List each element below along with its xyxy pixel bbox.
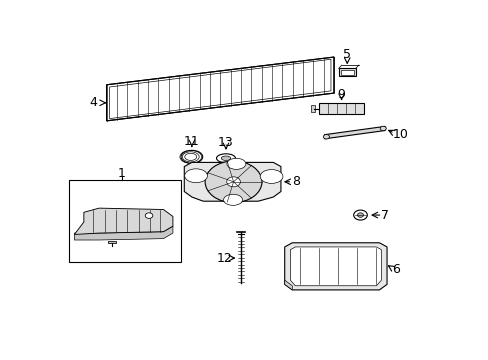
Text: 13: 13 [218,136,233,149]
Text: 8: 8 [291,175,300,188]
Bar [340,69,353,75]
Bar [311,105,314,112]
Text: 6: 6 [392,262,400,276]
Text: 5: 5 [343,48,350,61]
Text: 2: 2 [108,251,116,264]
Circle shape [205,161,262,203]
Ellipse shape [260,170,283,183]
Polygon shape [290,247,381,286]
Ellipse shape [223,194,242,205]
Text: 11: 11 [183,135,199,148]
Bar [68,180,180,262]
Polygon shape [284,243,386,290]
Ellipse shape [181,150,203,163]
Text: 4: 4 [89,96,97,109]
Text: 3: 3 [160,210,166,220]
Bar [338,68,355,76]
Circle shape [145,213,153,219]
Ellipse shape [221,156,230,161]
Polygon shape [184,162,280,201]
Polygon shape [74,208,173,234]
Circle shape [226,177,240,187]
Polygon shape [324,126,385,139]
Bar [318,103,364,114]
Text: 12: 12 [216,252,231,265]
Ellipse shape [184,169,207,183]
Text: 7: 7 [380,208,388,221]
Circle shape [323,135,329,139]
Text: 9: 9 [337,88,345,101]
Polygon shape [74,226,173,240]
Text: 10: 10 [391,128,407,141]
Ellipse shape [226,158,245,169]
Ellipse shape [216,154,235,163]
Text: 1: 1 [118,167,125,180]
Polygon shape [284,280,292,290]
Circle shape [357,213,363,217]
Polygon shape [106,57,333,121]
Circle shape [353,210,366,220]
Circle shape [380,126,386,131]
Bar [108,240,116,243]
